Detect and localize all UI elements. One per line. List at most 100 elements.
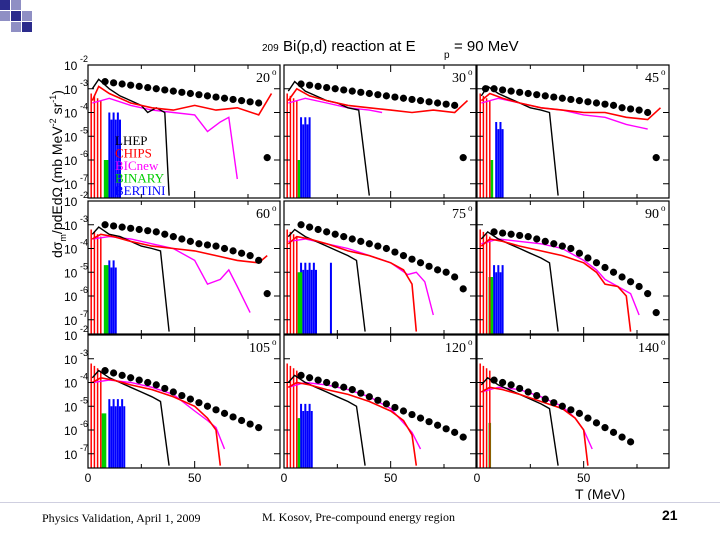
exp-point xyxy=(314,376,322,384)
exp-point xyxy=(408,255,416,263)
chips-line xyxy=(91,376,222,466)
panel-angle-label: 75 xyxy=(452,207,466,222)
y-tick-label-base: 10 xyxy=(64,154,78,168)
panel-plot-area xyxy=(479,85,662,198)
exp-point xyxy=(127,224,135,232)
exp-point xyxy=(507,87,515,95)
exp-point xyxy=(169,87,177,95)
exp-point xyxy=(229,413,237,421)
exp-point xyxy=(314,82,322,90)
exp-point xyxy=(618,433,626,441)
exp-point xyxy=(652,154,660,162)
lhep-line xyxy=(287,374,366,466)
chips-line xyxy=(480,386,589,466)
exp-point xyxy=(567,244,575,253)
exp-point xyxy=(575,249,584,257)
exp-point xyxy=(340,86,348,94)
exp-point xyxy=(592,99,601,107)
decor-square-1 xyxy=(0,0,10,10)
exp-point xyxy=(255,99,263,107)
decor-square-7 xyxy=(22,22,32,32)
y-tick-label-exp: -2 xyxy=(80,54,88,64)
lhep-line xyxy=(287,228,366,332)
exp-point xyxy=(263,290,271,298)
y-tick-label-exp: -5 xyxy=(80,395,88,405)
panel-plot-area xyxy=(286,80,469,198)
exp-point xyxy=(609,268,618,276)
exp-point xyxy=(399,94,408,102)
exp-point xyxy=(357,389,365,397)
y-tick-label-base: 10 xyxy=(64,314,78,328)
y-tick-label-base: 10 xyxy=(64,266,78,280)
exp-point xyxy=(434,266,442,274)
exp-point xyxy=(127,374,135,382)
exp-point xyxy=(135,225,143,234)
y-tick-label-base: 10 xyxy=(64,195,78,209)
exp-point xyxy=(541,92,549,100)
exp-point xyxy=(220,409,229,417)
exp-point xyxy=(118,371,126,379)
exp-point xyxy=(135,376,143,384)
lhep-line xyxy=(480,230,559,332)
exp-point xyxy=(203,402,212,410)
panel-angle-label: 90 xyxy=(645,207,659,222)
panel-60: 60 o xyxy=(87,200,281,335)
exp-point xyxy=(220,94,229,102)
ylabel-exp: -2 xyxy=(48,118,58,126)
exp-point xyxy=(644,108,652,117)
exp-point xyxy=(110,79,118,87)
exp-point xyxy=(627,105,635,113)
panel-frame xyxy=(476,334,670,469)
exp-point xyxy=(416,414,425,422)
panel-90: 90 o xyxy=(476,200,670,335)
exp-point xyxy=(144,227,152,235)
exp-point xyxy=(127,81,135,89)
panel-plot-area xyxy=(479,228,660,334)
exp-point xyxy=(152,228,160,236)
exp-point xyxy=(584,254,592,262)
exp-point xyxy=(246,98,254,106)
panel-30: 30 o xyxy=(283,64,477,199)
y-tick-label-exp: -3 xyxy=(80,78,88,88)
exp-point xyxy=(357,88,365,96)
exp-point xyxy=(374,91,382,99)
degree-symbol: o xyxy=(468,203,473,213)
exp-point xyxy=(306,223,314,231)
y-tick-label-exp: -3 xyxy=(80,348,88,358)
exp-point xyxy=(618,273,626,281)
x-tick-label: 50 xyxy=(384,471,398,485)
decor-square-4 xyxy=(11,11,21,21)
exp-point xyxy=(425,98,433,106)
panel-plot-area xyxy=(286,221,467,334)
chips-line xyxy=(480,238,632,332)
chips-line xyxy=(287,235,418,332)
chart-title: Bi(p,d) reaction at E xyxy=(283,38,416,55)
panel-frame xyxy=(476,64,670,199)
exp-point xyxy=(584,414,592,422)
exp-point xyxy=(382,92,390,100)
legend-binary: BINARY xyxy=(115,171,165,186)
y-tick-label-base: 10 xyxy=(64,178,78,192)
panel-105: 105 o xyxy=(87,334,281,469)
ticks-layer: 10 -210 -310 -410 -510 -610 -710 -210 -310 -410 -5… xyxy=(64,54,591,485)
x-tick-label: 0 xyxy=(474,471,481,485)
legend-bicnew: BICnew xyxy=(115,158,159,173)
panel-angle-label: 105 xyxy=(249,341,270,356)
decor-square-5 xyxy=(22,11,32,21)
exp-point xyxy=(451,273,459,281)
panel-frame xyxy=(283,64,477,199)
exp-point xyxy=(306,374,314,382)
panel-frame xyxy=(87,64,281,199)
chart-figure: 209 Bi(p,d) reaction at E p = 90 MeV dσm… xyxy=(48,38,670,500)
y-tick-label-base: 10 xyxy=(64,290,78,304)
exp-point xyxy=(255,424,263,432)
exp-point xyxy=(306,81,314,89)
exp-point xyxy=(490,85,498,93)
decor-square-6 xyxy=(11,22,21,32)
exp-point xyxy=(592,259,601,267)
chips-line xyxy=(287,87,469,114)
footer-left: Physics Validation, April 1, 2009 xyxy=(42,511,201,525)
y-tick-label-base: 10 xyxy=(64,424,78,438)
y-tick-label-base: 10 xyxy=(64,329,78,343)
